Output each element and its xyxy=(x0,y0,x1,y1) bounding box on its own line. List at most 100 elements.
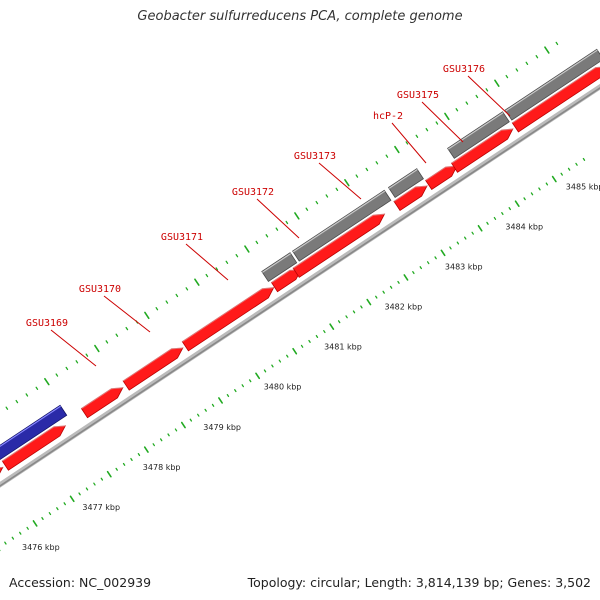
forward-feature-4 xyxy=(122,347,184,391)
inner-tick-76 xyxy=(551,175,557,183)
inner-tick-55 xyxy=(397,280,400,284)
inner-tick-28 xyxy=(197,413,200,417)
outer-tick-34 xyxy=(275,227,279,231)
gene-label-5: GSU3173 xyxy=(294,151,336,162)
outer-tick-60 xyxy=(535,55,539,59)
gene-label-1: GSU3169 xyxy=(26,318,68,329)
inner-tick-68 xyxy=(493,216,497,220)
outer-tick-marks xyxy=(5,41,559,410)
inner-tick-marks xyxy=(0,157,586,552)
inner-tick-48 xyxy=(345,315,348,319)
outer-tick-9 xyxy=(25,393,29,397)
outer-tick-39 xyxy=(325,194,329,198)
inner-tick-3 xyxy=(11,536,15,540)
gray-feature-6 xyxy=(447,111,510,159)
inner-tick-47 xyxy=(337,320,341,324)
outer-tick-18 xyxy=(115,333,119,337)
inner-tick-42 xyxy=(300,344,304,348)
inner-tick-62 xyxy=(449,246,452,250)
leader-6 xyxy=(391,122,427,164)
blue-feature xyxy=(0,404,68,461)
inner-tick-14 xyxy=(93,482,96,486)
outer-tick-51 xyxy=(444,112,450,121)
inner-tick-33 xyxy=(234,389,237,393)
leader-4 xyxy=(256,198,300,239)
forward-feature-8 xyxy=(393,185,428,211)
inner-tick-79 xyxy=(575,162,578,166)
inner-tick-60 xyxy=(434,256,437,260)
inner-tick-56 xyxy=(403,274,409,281)
inner-tick-73 xyxy=(530,192,534,196)
leader-7 xyxy=(421,101,464,143)
outer-tick-35 xyxy=(285,220,289,225)
inner-tick-39 xyxy=(278,359,282,363)
accession-text: Accession: NC_002939 xyxy=(9,575,152,590)
position-label-9: 3484 kbp xyxy=(505,222,543,231)
genome-summary-text: Topology: circular; Length: 3,814,139 bp… xyxy=(247,575,591,590)
inner-tick-52 xyxy=(375,295,378,299)
inner-tick-50 xyxy=(360,305,363,309)
inner-tick-6 xyxy=(32,520,38,527)
position-label-5: 3480 kbp xyxy=(264,383,302,392)
gray-feature-4-highlight xyxy=(292,190,386,253)
inner-tick-11 xyxy=(69,495,75,503)
inner-tick-9 xyxy=(56,507,59,511)
inner-tick-59 xyxy=(426,261,430,265)
gray-feature-4 xyxy=(292,189,392,262)
outer-tick-28 xyxy=(215,267,219,271)
inner-tick-74 xyxy=(538,187,541,191)
gene-label-3: GSU3171 xyxy=(161,232,203,243)
inner-tick-67 xyxy=(486,221,489,225)
inner-tick-63 xyxy=(456,241,460,245)
outer-tick-17 xyxy=(105,340,109,344)
genome-backbone xyxy=(0,83,600,488)
outer-tick-22 xyxy=(155,307,159,311)
inner-tick-29 xyxy=(204,408,207,412)
inner-tick-22 xyxy=(152,443,155,447)
inner-tick-12 xyxy=(78,492,81,496)
inner-tick-37 xyxy=(263,369,267,373)
inner-tick-46 xyxy=(329,323,335,330)
outer-tick-59 xyxy=(525,61,529,65)
inner-tick-17 xyxy=(115,467,118,471)
forward-feature-9-body xyxy=(425,165,458,190)
outer-tick-14 xyxy=(75,360,79,364)
inner-tick-26 xyxy=(180,421,186,429)
forward-feature-4-body xyxy=(122,347,184,391)
outer-tick-61 xyxy=(544,46,550,54)
outer-tick-37 xyxy=(305,207,309,211)
outer-tick-8 xyxy=(15,399,19,404)
outer-tick-48 xyxy=(415,134,419,138)
forward-feature-7-body xyxy=(292,213,386,278)
forward-feature-11 xyxy=(511,66,600,133)
position-label-2: 3477 kbp xyxy=(82,503,120,512)
forward-feature-10-highlight xyxy=(451,128,513,164)
outer-tick-25 xyxy=(185,287,189,291)
position-label-6: 3481 kbp xyxy=(324,343,362,352)
outer-tick-32 xyxy=(255,240,259,245)
forward-feature-11-highlight xyxy=(511,66,600,124)
gray-feature-5 xyxy=(387,168,424,199)
leader-5 xyxy=(318,162,362,200)
inner-tick-5 xyxy=(26,526,29,530)
inner-tick-32 xyxy=(226,393,230,398)
blue-feature-highlight xyxy=(0,405,61,448)
forward-feature-1 xyxy=(0,466,4,474)
inner-tick-21 xyxy=(143,446,149,453)
outer-tick-42 xyxy=(355,174,359,178)
forward-feature-2 xyxy=(1,425,66,471)
inner-tick-36 xyxy=(255,372,261,380)
outer-tick-27 xyxy=(205,273,209,278)
inner-tick-53 xyxy=(382,290,385,294)
outer-tick-26 xyxy=(194,278,200,286)
outer-tick-21 xyxy=(144,311,150,320)
outer-tick-49 xyxy=(425,127,429,132)
gray-feature-3-highlight xyxy=(261,253,291,273)
inner-tick-75 xyxy=(545,182,549,186)
outer-tick-62 xyxy=(555,41,559,46)
forward-feature-10 xyxy=(450,128,514,173)
outer-tick-44 xyxy=(375,161,379,165)
inner-tick-77 xyxy=(560,172,563,176)
position-label-layer: 3476 kbp 3477 kbp 3478 kbp 3479 kbp 3480 kbp… xyxy=(22,182,600,552)
forward-feature-7 xyxy=(292,213,386,278)
